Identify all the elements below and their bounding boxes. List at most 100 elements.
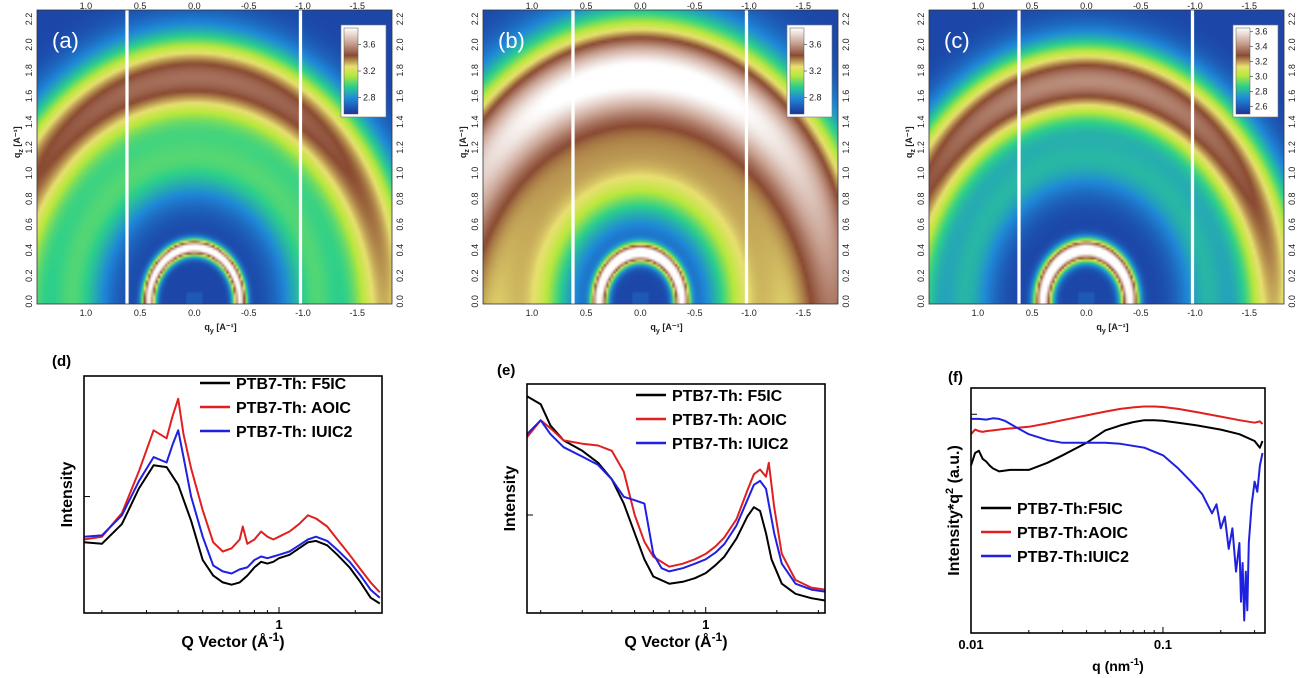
y-tick-label: 1.4 [24, 115, 34, 128]
series-line-1 [970, 419, 1264, 473]
y-right-tick-label: 1.6 [841, 90, 851, 103]
detector-gap-1 [571, 10, 575, 304]
y-right-tick-label: 0.4 [841, 244, 851, 257]
y-right-tick-label: 0.0 [1287, 295, 1297, 308]
y-tick-label: 1.2 [470, 141, 480, 154]
x-tick-label: 1 [702, 617, 709, 632]
x-top-tick-label: 0.5 [134, 1, 147, 11]
x-top-tick-label: 0.0 [1080, 1, 1093, 11]
y-tick-label: 0.6 [916, 218, 926, 231]
y-tick-label: 1.0 [916, 167, 926, 180]
legend-label-3: PTB7-Th:IUIC2 [1017, 549, 1129, 566]
y-right-tick-label: 0.4 [395, 244, 405, 257]
panel-label: (b) [498, 28, 525, 53]
panel-label: (c) [944, 28, 970, 53]
y-right-tick-label: 2.2 [395, 13, 405, 26]
colorbar-tick-label: 3.4 [1255, 42, 1268, 52]
y-right-tick-label: 1.4 [841, 115, 851, 128]
y-right-tick-label: 1.2 [395, 141, 405, 154]
y-right-tick-label: 1.6 [1287, 90, 1297, 103]
y-tick-label: 1.0 [24, 167, 34, 180]
y-tick-label: 1.2 [24, 141, 34, 154]
panel-label: (a) [52, 28, 79, 53]
y-right-tick-label: 1.2 [841, 141, 851, 154]
y-right-tick-label: 1.8 [395, 64, 405, 77]
y-right-tick-label: 2.0 [841, 38, 851, 51]
x-axis-title: qy [A⁻¹] [204, 322, 236, 335]
colorbar-tick-label: 2.8 [1255, 87, 1268, 97]
colorbar-tick-label: 3.2 [363, 66, 376, 76]
y-right-tick-label: 0.6 [1287, 218, 1297, 231]
scattering-image [483, 10, 838, 304]
y-tick-label: 1.8 [24, 64, 34, 77]
legend-label-2: PTB7-Th: AOIC [672, 412, 787, 429]
legend: PTB7-Th: F5IC PTB7-Th: AOIC PTB7-Th: IUIC2 [200, 376, 353, 441]
colorbar-tick-label: 3.2 [809, 66, 822, 76]
heatmap-panel-b: (b) 3.6 3.2 2.8 1.0 0.5 0.0 -0.5 -1.0 -1.5 1.0 0.5 0… [458, 1, 851, 335]
y-right-tick-label: 1.2 [1287, 141, 1297, 154]
y-right-tick-label: 1.4 [395, 115, 405, 128]
x-tick-label: 0.5 [1026, 308, 1039, 318]
panel-label: (f) [948, 369, 963, 386]
legend-label-2: PTB7-Th: AOIC [236, 400, 351, 417]
x-tick-label: 1 [275, 617, 282, 632]
x-top-tick-label: -1.5 [1242, 1, 1258, 11]
y-axis-title: Intensity [502, 466, 519, 532]
y-tick-label: 0.8 [24, 192, 34, 205]
x-top-tick-label: -0.5 [241, 1, 257, 11]
y-tick-label: 2.0 [916, 38, 926, 51]
y-tick-label: 1.6 [470, 90, 480, 103]
y-tick-label: 2.0 [470, 38, 480, 51]
scattering-image [37, 10, 392, 304]
x-tick-label: -1.0 [741, 308, 757, 318]
y-right-tick-label: 0.2 [841, 269, 851, 282]
detector-gap-1 [1017, 10, 1021, 304]
y-right-tick-label: 2.2 [841, 13, 851, 26]
y-right-tick-label: 0.8 [395, 192, 405, 205]
scattering-image [929, 10, 1284, 304]
y-right-tick-label: 0.4 [1287, 244, 1297, 257]
heatmap-panel-a: (a) 3.6 3.2 2.8 1.0 0.5 0.0 -0.5 -1.0 -1.5 1.0 0.5 0… [12, 1, 405, 335]
y-right-tick-label: 1.8 [841, 64, 851, 77]
x-top-tick-label: -1.5 [350, 1, 366, 11]
y-right-tick-label: 2.0 [1287, 38, 1297, 51]
legend: PTB7-Th:F5IC PTB7-Th:AOIC PTB7-Th:IUIC2 [981, 501, 1129, 566]
colorbar-tick-label: 3.2 [1255, 57, 1268, 67]
y-right-tick-label: 1.0 [1287, 167, 1297, 180]
y-right-tick-label: 1.0 [841, 167, 851, 180]
y-right-tick-label: 2.2 [1287, 13, 1297, 26]
detector-gap-2 [298, 10, 303, 304]
colorbar [343, 27, 359, 115]
x-top-tick-label: -0.5 [1133, 1, 1149, 11]
y-right-tick-label: 2.0 [395, 38, 405, 51]
colorbar [1235, 27, 1251, 115]
x-top-tick-label: 1.0 [526, 1, 539, 11]
x-axis-title: Q Vector (Å-1) [624, 630, 727, 651]
y-tick-label: 1.2 [916, 141, 926, 154]
y-tick-label: 2.0 [24, 38, 34, 51]
legend-label-2: PTB7-Th:AOIC [1017, 525, 1129, 542]
y-tick-label: 0.2 [916, 269, 926, 282]
y-right-tick-label: 0.8 [1287, 192, 1297, 205]
x-tick-label: -1.0 [295, 308, 311, 318]
y-tick-label: 0.2 [24, 269, 34, 282]
y-tick-label: 2.2 [470, 13, 480, 26]
x-top-tick-label: -1.0 [741, 1, 757, 11]
y-right-tick-label: 0.2 [395, 269, 405, 282]
series-line-2 [526, 419, 826, 591]
line-panel-e: (e) 1Q Vector (Å-1) Intensity PTB7-Th: F5IC… [497, 362, 826, 651]
plot-frame [482, 9, 839, 305]
y-right-tick-label: 0.8 [841, 192, 851, 205]
y-tick-label: 2.2 [24, 13, 34, 26]
panel-label: (d) [52, 353, 71, 370]
y-tick-label: 0.0 [24, 295, 34, 308]
legend-label-3: PTB7-Th: IUIC2 [672, 436, 789, 453]
y-tick-label: 1.6 [24, 90, 34, 103]
plot-frame [526, 383, 826, 614]
legend-label-1: PTB7-Th: F5IC [236, 376, 347, 393]
y-tick-label: 1.4 [916, 115, 926, 128]
series-line-3 [526, 419, 826, 593]
series-line-1 [526, 395, 826, 602]
